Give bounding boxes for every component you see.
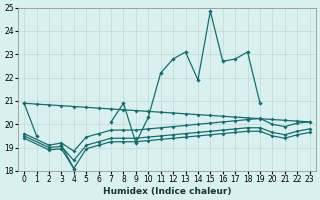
X-axis label: Humidex (Indice chaleur): Humidex (Indice chaleur)	[103, 187, 231, 196]
